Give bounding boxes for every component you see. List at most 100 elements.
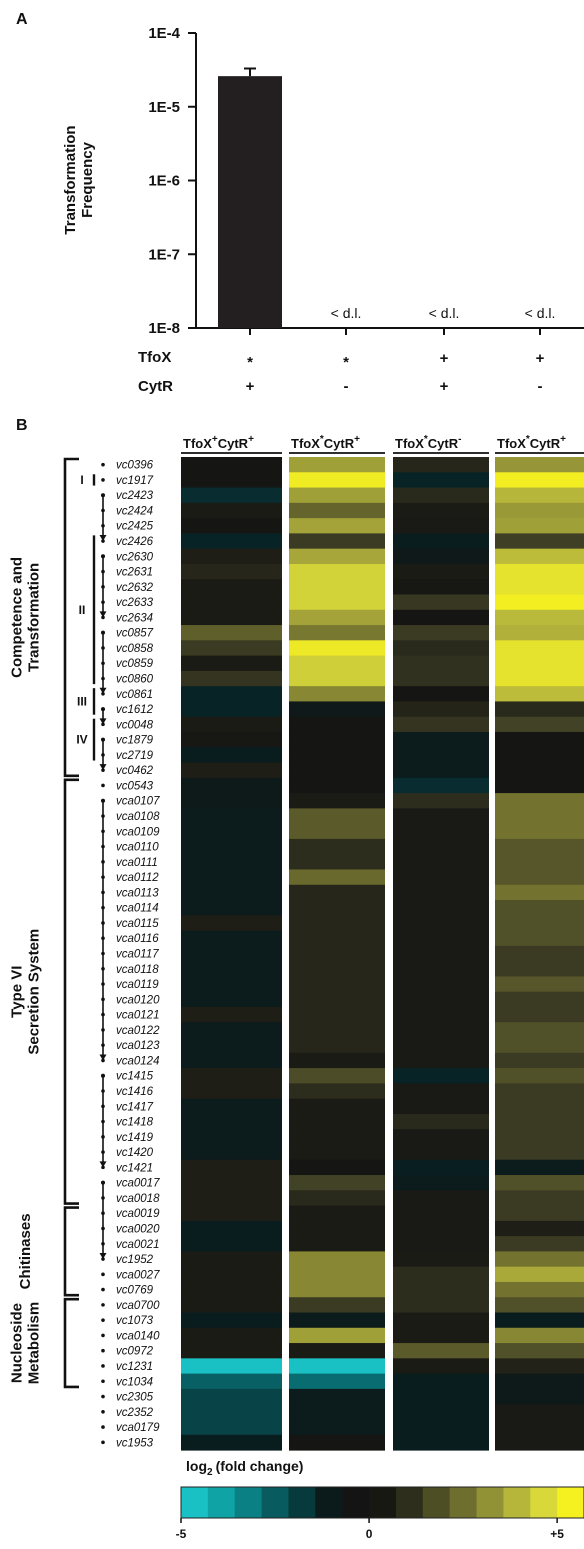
heatmap-cell bbox=[289, 488, 385, 504]
operon-start-dot bbox=[101, 554, 105, 558]
gene-label: vc1917 bbox=[116, 475, 154, 487]
heatmap-cell bbox=[289, 1129, 385, 1145]
y-tick-label: 1E-5 bbox=[148, 99, 180, 116]
heatmap-cell bbox=[495, 1343, 584, 1359]
heatmap-cell bbox=[495, 763, 584, 779]
gene-label: vca0114 bbox=[116, 903, 159, 915]
gene-label: vc1418 bbox=[116, 1117, 154, 1129]
gene-label: vc1231 bbox=[116, 1361, 153, 1373]
heatmap-cell bbox=[393, 1358, 489, 1374]
gene-label: vca0021 bbox=[116, 1239, 159, 1251]
heatmap-cell bbox=[289, 900, 385, 916]
heatmap-cell bbox=[181, 931, 282, 947]
heatmap-cell bbox=[181, 1144, 282, 1160]
gene-label: vc1419 bbox=[116, 1132, 154, 1144]
heatmap-cell bbox=[289, 518, 385, 534]
gene-label: vc1879 bbox=[116, 735, 154, 747]
heatmap-cell bbox=[495, 1038, 584, 1054]
colorbar-title-rest: (fold change) bbox=[216, 1458, 304, 1474]
heatmap-cell bbox=[495, 1068, 584, 1084]
heatmap-cell bbox=[393, 976, 489, 992]
heatmap-cell bbox=[181, 869, 282, 885]
heatmap-cell bbox=[495, 1175, 584, 1191]
gene-label: vc0859 bbox=[116, 658, 154, 670]
heatmap-cell bbox=[181, 793, 282, 809]
heatmap-cell bbox=[289, 1389, 385, 1405]
gene-label: vca0121 bbox=[116, 1010, 159, 1022]
heatmap-cell bbox=[393, 869, 489, 885]
heatmap-cell bbox=[393, 915, 489, 931]
heatmap-cell bbox=[393, 1144, 489, 1160]
heatmap-cell bbox=[393, 763, 489, 779]
gene-label: vca0118 bbox=[116, 964, 159, 976]
heatmap-cell bbox=[393, 549, 489, 565]
heatmap-cell bbox=[181, 1374, 282, 1390]
gene-label: vca0117 bbox=[116, 949, 159, 961]
operon-label: I bbox=[80, 473, 83, 487]
heatmap-cell bbox=[393, 793, 489, 809]
gene-label: vc1417 bbox=[116, 1101, 154, 1113]
heatmap-cell bbox=[495, 1328, 584, 1344]
heatmap-cell bbox=[181, 1404, 282, 1420]
heatmap-cell bbox=[289, 931, 385, 947]
heatmap-cell bbox=[393, 533, 489, 549]
gene-label: vc0543 bbox=[116, 780, 154, 792]
heatmap-cell bbox=[495, 518, 584, 534]
heatmap-cell bbox=[181, 1160, 282, 1176]
heatmap-cell bbox=[495, 1190, 584, 1206]
heatmap-cell bbox=[393, 824, 489, 840]
gene-label: vc0462 bbox=[116, 765, 154, 777]
heatmap-cell bbox=[495, 564, 584, 580]
gene-label: vca0107 bbox=[116, 796, 160, 808]
heatmap-cell bbox=[181, 976, 282, 992]
heatmap-cell bbox=[181, 717, 282, 733]
heatmap-cell bbox=[181, 1297, 282, 1313]
heatmap-cell bbox=[495, 869, 584, 885]
heatmap-cell bbox=[393, 900, 489, 916]
heatmap-cell bbox=[393, 1267, 489, 1283]
operon-start-dot bbox=[101, 1181, 105, 1185]
gene-label: vc1073 bbox=[116, 1315, 154, 1327]
heatmap-cell bbox=[181, 656, 282, 672]
gene-label: vc2630 bbox=[116, 551, 154, 563]
gene-label: vca0115 bbox=[116, 918, 159, 930]
heatmap-cell bbox=[495, 1160, 584, 1176]
gene-label: vc2305 bbox=[116, 1392, 154, 1404]
gene-label: vc1952 bbox=[116, 1254, 154, 1266]
heatmap-cell bbox=[289, 503, 385, 519]
heatmap-cell bbox=[289, 808, 385, 824]
column-header-top: TfoX*CytR+ bbox=[497, 434, 566, 451]
heatmap-cell bbox=[393, 1328, 489, 1344]
gene-bullet bbox=[101, 1425, 105, 1429]
gene-label: vca0111 bbox=[116, 857, 158, 869]
gene-bullet bbox=[101, 784, 105, 788]
gene-label: vc2424 bbox=[116, 505, 153, 517]
panel-b-label: B bbox=[16, 417, 28, 434]
gene-label: vc2634 bbox=[116, 612, 153, 624]
heatmap-cell bbox=[393, 931, 489, 947]
heatmap-cell bbox=[495, 656, 584, 672]
heatmap-cell bbox=[495, 610, 584, 626]
gene-labels: vc0396vc1917vc2423vc2424vc2425vc2426vc26… bbox=[101, 460, 160, 1450]
heatmap-cell bbox=[495, 1007, 584, 1023]
heatmap-cell bbox=[393, 1083, 489, 1099]
colorbar-swatch bbox=[208, 1487, 235, 1518]
operon-label: IV bbox=[76, 733, 87, 747]
heatmap-cell bbox=[393, 1129, 489, 1145]
heatmap-cell bbox=[181, 701, 282, 717]
heatmap-cell bbox=[393, 1068, 489, 1084]
heatmap-cell bbox=[289, 1358, 385, 1374]
heatmap-cell bbox=[393, 1038, 489, 1054]
heatmap-cell bbox=[393, 1389, 489, 1405]
heatmap-cell bbox=[495, 594, 584, 610]
gene-bullet bbox=[101, 1334, 105, 1338]
heatmap-cell bbox=[289, 824, 385, 840]
heatmap-cell bbox=[181, 488, 282, 504]
row-label-cytr: CytR bbox=[138, 378, 173, 395]
heatmap-cell bbox=[393, 686, 489, 702]
heatmap-cell bbox=[393, 1221, 489, 1237]
colorbar-tick-label: 0 bbox=[366, 1527, 373, 1541]
heatmap-cell bbox=[495, 900, 584, 916]
